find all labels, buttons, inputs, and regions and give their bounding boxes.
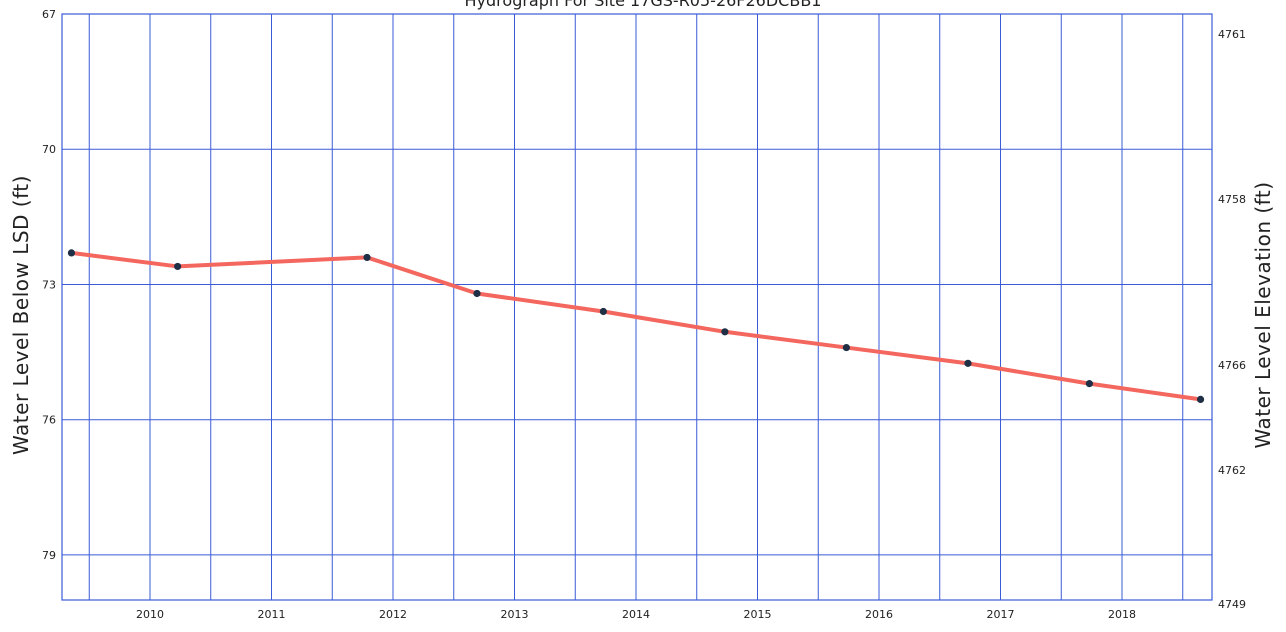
series-layer (67, 249, 1205, 404)
data-point (964, 359, 972, 367)
y-tick-label-right: 4761 (1218, 28, 1246, 41)
y-tick-label-left: 70 (42, 143, 56, 156)
data-point (1196, 395, 1205, 404)
data-point (174, 262, 182, 271)
x-tick-label: 2017 (987, 608, 1015, 621)
data-point (67, 249, 76, 257)
x-tick-label: 2014 (622, 608, 650, 621)
x-tick-label: 2016 (865, 608, 893, 621)
x-tick-label: 2010 (136, 608, 164, 621)
y-tick-label-left: 67 (42, 8, 56, 21)
x-tick-label: 2012 (379, 608, 407, 621)
data-point (842, 343, 850, 352)
x-tick-label: 2013 (501, 608, 529, 621)
y-tick-label-right: 4749 (1218, 598, 1246, 611)
y-tick-label-right: 4766 (1218, 359, 1246, 372)
y-tick-label-left: 79 (42, 549, 56, 562)
chart-title: Hydrograph For Site 17GS-R05-26F26DCBB1 (465, 0, 822, 10)
y-tick-label-left: 73 (42, 278, 56, 291)
x-tick-label: 2018 (1108, 608, 1136, 621)
data-point (721, 328, 729, 336)
x-tick-label: 2011 (258, 608, 286, 621)
plot-area (62, 14, 1212, 600)
x-tick-label: 2015 (744, 608, 772, 621)
y-tick-label-left: 76 (42, 414, 56, 427)
y-tick-label-right: 4762 (1218, 464, 1246, 477)
y-axis-label-left: Water Level Below LSD (ft) (9, 175, 33, 455)
data-point (473, 289, 481, 298)
series-line (69, 250, 1203, 402)
data-point (1085, 380, 1093, 388)
y-axis-label-right: Water Level Elevation (ft) (1251, 181, 1275, 448)
y-tick-label-right: 4758 (1218, 193, 1246, 206)
grid (62, 14, 1212, 600)
tick-labels: 2010 2011 2012 2013 2014 2015 2016 2017 2018 67 70… (42, 8, 1246, 621)
data-point (363, 253, 371, 262)
plot-frame (61, 13, 1213, 601)
data-point (599, 307, 607, 316)
